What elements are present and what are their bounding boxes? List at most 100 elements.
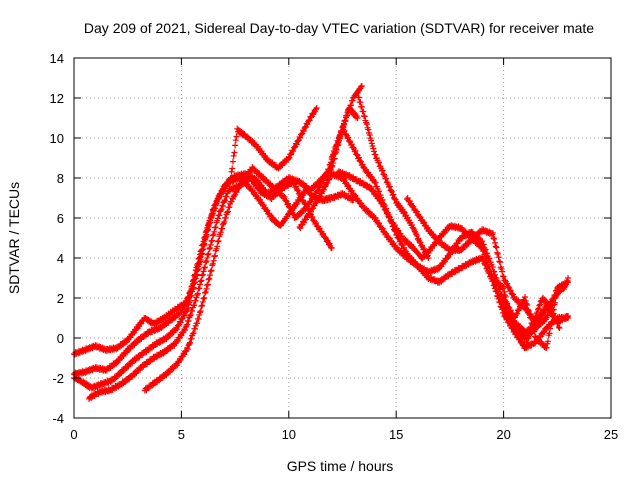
data-point [204,227,211,234]
data-point [390,191,397,198]
series-pass-12 [489,273,563,350]
data-point [207,244,214,251]
series-pass-11 [500,275,572,352]
data-point [352,147,359,154]
data-point [547,302,554,309]
data-point [204,226,211,233]
data-point [215,195,222,202]
data-point [504,303,511,310]
series-pass-5 [141,104,361,394]
data-point [401,208,408,215]
data-point [492,239,499,246]
data-point [328,245,335,251]
data-point [192,279,199,286]
data-point [200,295,207,302]
data-point [548,319,555,326]
data-point [188,292,195,299]
data-point [524,301,531,308]
x-tick-label: 10 [282,427,296,442]
data-point [199,302,206,309]
data-point [324,180,331,187]
data-point [208,214,215,221]
data-point [210,257,217,264]
data-point [203,231,210,238]
data-point [192,297,199,304]
data-point [209,232,216,239]
data-point [391,222,398,229]
data-point [219,221,226,228]
y-axis-label: SDTVAR / TECUs [6,182,22,294]
data-point [488,270,495,277]
data-point [336,132,343,139]
data-point [203,258,210,265]
data-point [543,344,550,351]
x-tick-label: 0 [70,427,77,442]
data-point [219,203,226,210]
data-point [218,206,225,213]
data-point [525,307,532,314]
data-point [556,325,563,331]
data-point [227,175,234,182]
data-point [186,340,193,347]
data-point [290,148,297,155]
data-point [177,319,184,326]
data-point [224,209,231,216]
series-pass-9 [354,89,432,261]
data-point [291,144,298,151]
data-point [304,121,311,128]
data-point [421,219,428,226]
data-point [184,346,191,353]
data-point [184,306,191,313]
data-point [546,330,553,337]
data-point [498,265,505,272]
data-point [285,200,292,207]
data-point [549,307,556,314]
data-point [534,306,541,313]
data-point [313,106,320,113]
data-point [307,208,314,215]
data-point [361,113,368,120]
data-point [547,325,554,332]
data-point [214,243,221,250]
data-point [193,272,200,279]
data-point [490,235,497,242]
chart-title: Day 209 of 2021, Sidereal Day-to-day VTE… [84,20,594,36]
data-point [341,118,348,125]
data-point [383,175,390,182]
data-point [208,267,215,274]
data-point [553,291,560,298]
data-point [227,174,234,181]
data-point [484,250,491,257]
data-point [354,115,361,121]
data-point [482,254,489,261]
data-point [527,314,534,321]
data-point [211,228,218,235]
data-point [518,335,525,342]
data-point [501,288,508,295]
data-point [202,289,209,296]
data-point [487,268,494,275]
data-point [204,281,211,288]
data-point [366,132,373,139]
data-point [484,258,491,265]
x-tick-label: 20 [496,427,510,442]
data-point [199,246,206,253]
data-point [495,290,502,297]
data-point [365,126,372,133]
data-point [492,243,499,250]
data-point [194,271,201,278]
data-point [494,249,501,256]
data-point [421,245,428,252]
data-point [186,339,193,346]
data-point [297,225,304,232]
data-point [205,221,212,228]
data-point [232,137,239,144]
data-point [202,288,209,295]
data-point [325,166,332,173]
data-point [523,300,530,307]
data-point [363,121,370,128]
data-point [228,168,235,175]
data-point [342,117,349,124]
data-point [313,105,320,111]
data-point [422,249,429,256]
